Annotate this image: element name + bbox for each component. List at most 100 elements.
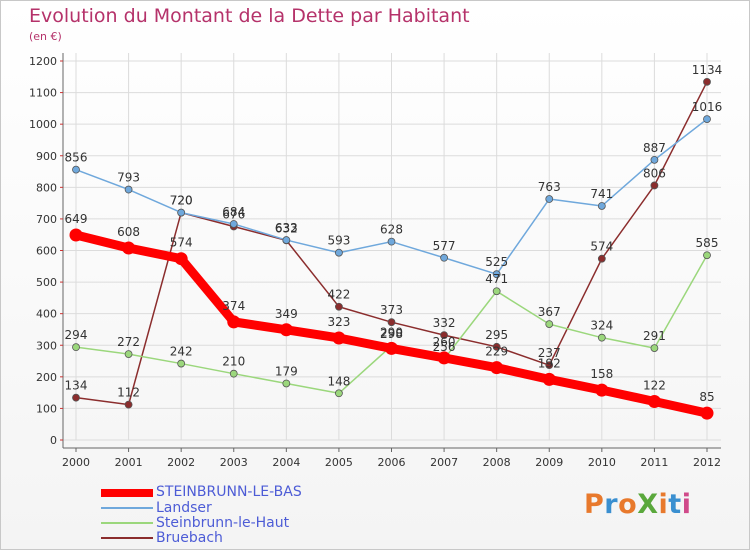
data-label: 684 bbox=[222, 205, 245, 219]
data-label: 585 bbox=[696, 236, 719, 250]
data-point bbox=[122, 241, 136, 255]
data-label: 256 bbox=[433, 340, 456, 354]
legend-label: Bruebach bbox=[156, 530, 223, 546]
data-label: 367 bbox=[538, 305, 561, 319]
data-point bbox=[703, 77, 711, 86]
x-tick-label: 2011 bbox=[640, 456, 668, 469]
data-label: 793 bbox=[117, 171, 140, 185]
logo-letter: r bbox=[604, 489, 619, 520]
y-tick-label: 200 bbox=[36, 371, 57, 384]
data-point bbox=[597, 333, 606, 342]
data-point bbox=[335, 248, 343, 257]
data-point bbox=[545, 195, 554, 203]
y-tick-label: 800 bbox=[36, 181, 57, 194]
data-label: 471 bbox=[485, 272, 508, 286]
data-label: 112 bbox=[117, 386, 140, 400]
data-point bbox=[282, 236, 291, 244]
x-tick-label: 2012 bbox=[693, 456, 721, 469]
data-point bbox=[124, 185, 133, 194]
data-point bbox=[703, 251, 711, 260]
data-label: 298 bbox=[380, 327, 403, 341]
x-tick-label: 2010 bbox=[588, 456, 616, 469]
proxiti-logo: ProXiti bbox=[584, 489, 691, 520]
data-label: 291 bbox=[643, 329, 666, 343]
data-label: 422 bbox=[327, 288, 350, 302]
data-point bbox=[492, 287, 501, 296]
data-point bbox=[227, 315, 241, 329]
logo-letter: i bbox=[658, 489, 669, 520]
data-point bbox=[650, 155, 659, 164]
logo-letter: t bbox=[668, 489, 682, 520]
data-label: 676 bbox=[222, 207, 245, 221]
y-tick-label: 300 bbox=[36, 339, 57, 352]
data-point bbox=[229, 220, 238, 228]
data-label: 122 bbox=[643, 378, 666, 392]
data-label: 628 bbox=[380, 223, 403, 237]
data-label: 608 bbox=[117, 225, 140, 239]
data-point bbox=[492, 342, 501, 351]
legend-label: Landser bbox=[156, 500, 212, 516]
y-tick-label: 0 bbox=[50, 434, 57, 447]
data-point bbox=[72, 393, 80, 402]
y-tick-label: 1000 bbox=[29, 118, 57, 131]
data-label: 887 bbox=[643, 141, 666, 155]
data-label: 332 bbox=[433, 316, 456, 330]
data-label: 373 bbox=[380, 303, 403, 317]
data-point bbox=[177, 359, 186, 368]
y-tick-label: 500 bbox=[36, 276, 57, 289]
x-tick-label: 2002 bbox=[167, 456, 195, 469]
data-label: 763 bbox=[538, 180, 561, 194]
data-point bbox=[124, 350, 133, 358]
y-tick-label: 600 bbox=[36, 245, 57, 258]
data-label: 272 bbox=[117, 335, 140, 349]
data-label: 633 bbox=[275, 221, 298, 235]
data-label: 294 bbox=[65, 328, 88, 342]
data-point bbox=[597, 254, 606, 263]
legend-item-bruebach: Bruebach bbox=[101, 530, 361, 546]
data-label: 574 bbox=[170, 236, 193, 250]
data-label: 295 bbox=[485, 328, 508, 342]
data-point bbox=[174, 252, 188, 266]
data-point bbox=[282, 379, 291, 388]
data-label: 134 bbox=[65, 379, 88, 393]
data-label: 720 bbox=[170, 194, 193, 208]
data-point bbox=[387, 318, 396, 327]
data-point bbox=[490, 361, 504, 375]
legend-item-steinbrunn-le-bas: STEINBRUNN-LE-BAS bbox=[101, 484, 361, 500]
data-label: 649 bbox=[65, 212, 88, 226]
legend-swatch bbox=[101, 522, 153, 524]
data-point bbox=[492, 270, 501, 279]
x-tick-label: 2009 bbox=[535, 456, 563, 469]
data-label: 741 bbox=[590, 187, 613, 201]
legend-label: STEINBRUNN-LE-BAS bbox=[156, 484, 302, 500]
data-label: 237 bbox=[538, 346, 561, 360]
legend-swatch bbox=[101, 507, 153, 509]
data-label: 85 bbox=[699, 390, 714, 404]
data-point bbox=[177, 208, 186, 217]
data-point bbox=[647, 394, 661, 408]
data-point bbox=[545, 320, 554, 328]
y-tick-label: 700 bbox=[36, 213, 57, 226]
data-point bbox=[703, 115, 711, 124]
logo-letter: i bbox=[681, 489, 692, 520]
data-point bbox=[542, 372, 556, 386]
chart-subtitle: (en €) bbox=[29, 30, 62, 43]
x-tick-label: 2007 bbox=[430, 456, 458, 469]
data-point bbox=[229, 369, 238, 378]
logo-letter: P bbox=[584, 489, 605, 520]
data-label: 229 bbox=[485, 345, 508, 359]
data-label: 1134 bbox=[692, 63, 723, 77]
data-point bbox=[335, 389, 343, 398]
x-tick-label: 2005 bbox=[325, 456, 353, 469]
data-point bbox=[650, 181, 659, 190]
data-label: 806 bbox=[643, 166, 666, 180]
data-point bbox=[387, 237, 396, 246]
data-point bbox=[437, 351, 451, 365]
legend-swatch bbox=[101, 489, 153, 497]
legend-label: Steinbrunn-le-Haut bbox=[156, 515, 290, 531]
data-label: 210 bbox=[222, 355, 245, 369]
y-tick-label: 1200 bbox=[29, 55, 57, 68]
legend-swatch bbox=[101, 537, 153, 539]
